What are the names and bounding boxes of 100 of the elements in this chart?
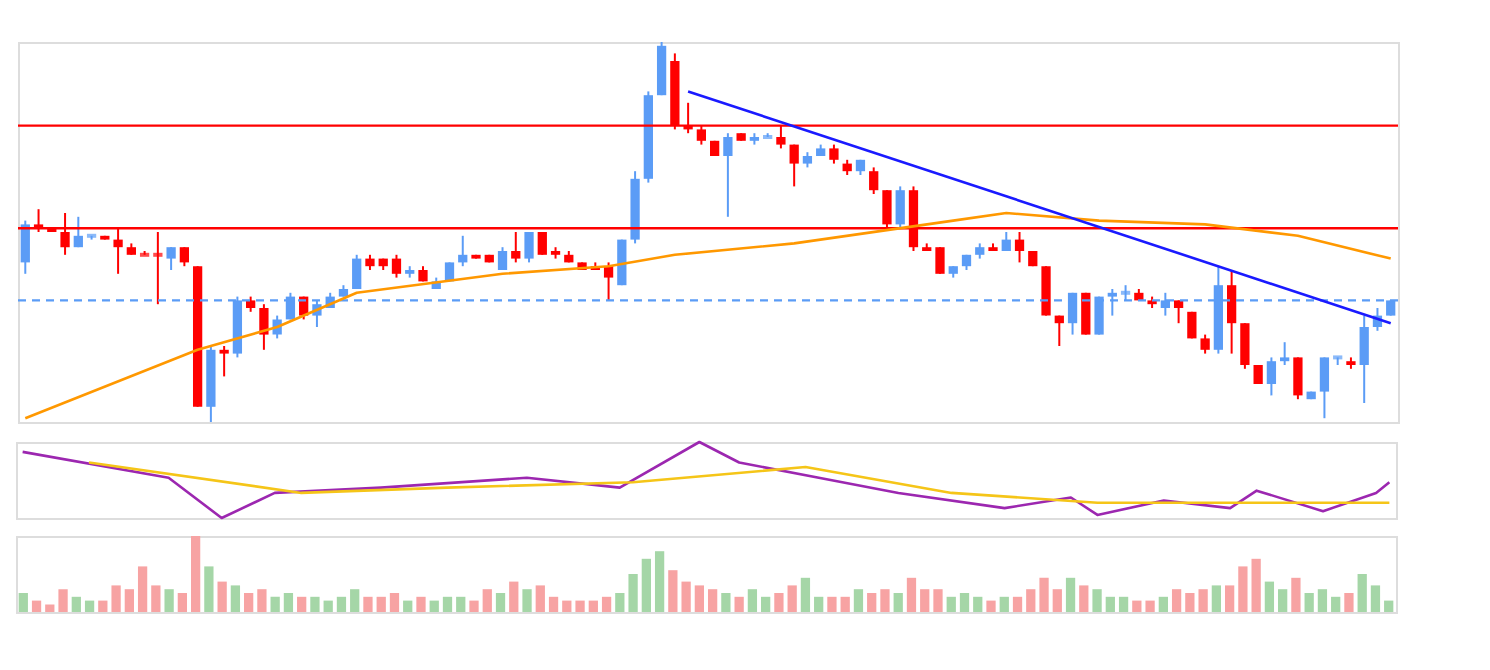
bar bbox=[959, 593, 970, 612]
bar bbox=[58, 589, 68, 612]
bar bbox=[601, 596, 612, 612]
bar bbox=[920, 589, 930, 612]
bar bbox=[999, 596, 1009, 612]
candlestick bbox=[1319, 356, 1330, 420]
bar bbox=[323, 600, 333, 612]
candlestick bbox=[829, 143, 839, 165]
bar bbox=[509, 581, 519, 612]
bar bbox=[654, 551, 665, 612]
candlestick bbox=[391, 253, 402, 279]
bar bbox=[1026, 589, 1036, 612]
bar bbox=[787, 585, 797, 612]
bar bbox=[1065, 577, 1076, 612]
candlestick bbox=[1266, 356, 1277, 397]
bar bbox=[681, 581, 691, 612]
bar bbox=[575, 600, 585, 612]
bar bbox=[111, 585, 121, 612]
bar bbox=[694, 585, 705, 612]
bar bbox=[535, 585, 545, 612]
bar bbox=[1238, 566, 1248, 612]
candlestick bbox=[789, 143, 799, 188]
bar bbox=[1211, 585, 1222, 612]
bar bbox=[1291, 577, 1301, 612]
bar bbox=[495, 593, 506, 612]
candlestick bbox=[179, 246, 190, 268]
bar bbox=[283, 593, 294, 612]
bar bbox=[389, 593, 400, 612]
bar bbox=[734, 596, 744, 612]
bar bbox=[336, 596, 347, 612]
bar bbox=[257, 589, 267, 612]
bar bbox=[469, 600, 479, 612]
bar bbox=[761, 596, 771, 612]
candlestick bbox=[352, 253, 362, 290]
bar bbox=[230, 585, 241, 612]
bar bbox=[641, 558, 651, 612]
bar bbox=[270, 596, 280, 612]
bar bbox=[1344, 593, 1354, 612]
bar bbox=[1264, 581, 1275, 612]
bar bbox=[204, 566, 214, 612]
candlestick bbox=[166, 246, 176, 271]
candlestick bbox=[1240, 322, 1250, 370]
bar bbox=[124, 589, 134, 612]
candlestick bbox=[1293, 356, 1303, 401]
bar bbox=[522, 589, 532, 612]
bar bbox=[933, 589, 943, 612]
bar bbox=[1132, 600, 1142, 612]
candlestick bbox=[869, 166, 879, 195]
bar bbox=[310, 596, 320, 612]
bar bbox=[1224, 585, 1235, 612]
bar bbox=[84, 600, 95, 612]
bar bbox=[906, 577, 917, 612]
bar bbox=[1105, 596, 1115, 612]
bar bbox=[403, 600, 413, 612]
bar bbox=[973, 596, 983, 612]
candlestick bbox=[259, 303, 269, 351]
bar bbox=[137, 566, 148, 612]
bar bbox=[429, 600, 439, 612]
bar bbox=[98, 600, 108, 612]
candlestick bbox=[1200, 333, 1210, 355]
bar bbox=[628, 574, 638, 612]
bar bbox=[244, 593, 254, 612]
bar bbox=[827, 596, 837, 612]
bar bbox=[177, 593, 188, 612]
bar bbox=[814, 596, 824, 612]
bar bbox=[376, 596, 386, 612]
bar bbox=[548, 596, 559, 612]
bar bbox=[71, 596, 81, 612]
bar bbox=[1039, 577, 1049, 612]
bar bbox=[1251, 558, 1261, 612]
bar bbox=[456, 596, 466, 612]
candlestick bbox=[935, 246, 945, 275]
candlestick bbox=[524, 231, 534, 264]
bar bbox=[880, 589, 890, 612]
bar bbox=[893, 593, 903, 612]
bar bbox=[1278, 589, 1288, 612]
bar bbox=[747, 589, 758, 612]
bar bbox=[562, 600, 572, 612]
bar bbox=[1158, 596, 1168, 612]
bar bbox=[1092, 589, 1102, 612]
bar bbox=[1052, 589, 1062, 612]
bar bbox=[588, 600, 598, 612]
bar bbox=[31, 600, 42, 612]
bar bbox=[1171, 589, 1182, 612]
candlestick bbox=[73, 215, 83, 249]
bar bbox=[1357, 574, 1367, 612]
bar bbox=[840, 596, 850, 612]
candlestick bbox=[895, 185, 905, 230]
bar bbox=[867, 593, 877, 612]
candlestick bbox=[1226, 269, 1237, 355]
bar bbox=[1304, 593, 1314, 612]
candlestick bbox=[1280, 341, 1290, 366]
bar bbox=[217, 581, 227, 612]
bar bbox=[1079, 585, 1089, 612]
bar bbox=[416, 596, 426, 612]
bar bbox=[1012, 596, 1023, 612]
candlestick bbox=[603, 261, 614, 302]
bar bbox=[615, 593, 625, 612]
bar bbox=[164, 589, 174, 612]
bar bbox=[800, 577, 811, 612]
